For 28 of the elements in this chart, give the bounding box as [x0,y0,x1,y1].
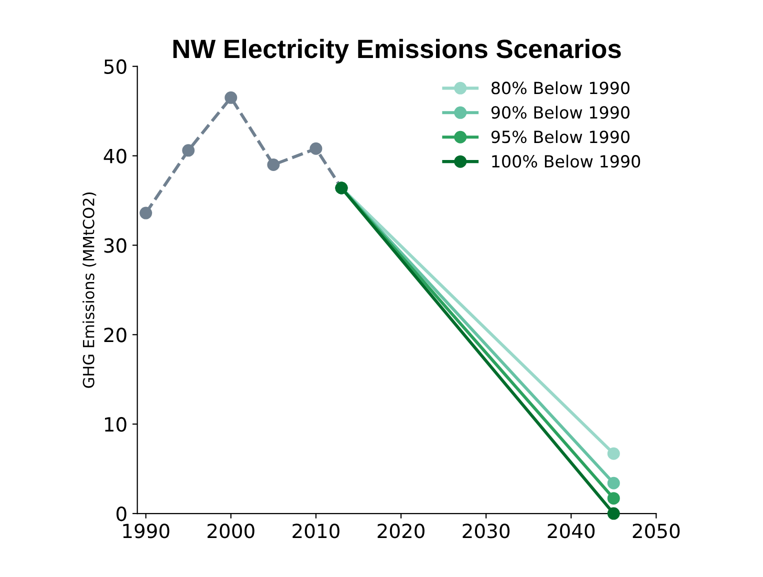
x-tick-label: 1990 [123,524,170,538]
legend-label: 90% Below 1990 [491,106,630,119]
x-tick-label: 2000 [208,524,254,538]
y-tick-label: 20 [104,328,126,342]
x-tick-label: 2030 [462,524,510,538]
point [140,206,152,220]
y-tick-label: 40 [104,148,126,164]
y-tick-label: 50 [104,59,126,74]
x-tick-label: 2050 [632,524,680,538]
x-tick-label: 2040 [548,524,595,538]
point [607,507,620,520]
x-tick-label: 2010 [292,524,340,538]
point [607,476,620,490]
y-tick-label: 0 [116,506,126,522]
point [607,492,620,505]
point [267,158,280,171]
legend-label: 95% Below 1990 [491,130,630,144]
legend-label: 100% Below 1990 [492,154,640,168]
x-tick-label: 2020 [378,524,424,538]
y-tick-label: 30 [104,238,126,253]
y-axis-title: GHG Emissions (MMtCO2) [82,192,96,388]
point [607,447,620,460]
point [310,142,322,155]
point [224,91,238,104]
point [182,144,195,157]
legend-label: 80% Below 1990 [492,81,630,94]
y-tick-label: 10 [105,417,126,432]
chart-title: NW Electricity Emissions Scenarios [173,38,621,64]
